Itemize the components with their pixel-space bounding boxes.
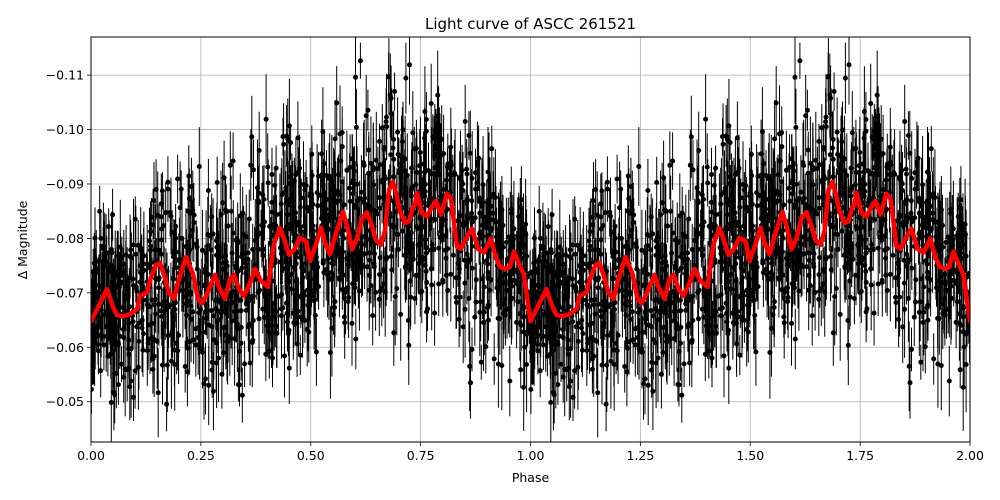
- y-axis-ticks: −0.11 −0.10 −0.09 −0.08 −0.07 −0.06 −0.05: [46, 68, 91, 409]
- x-axis-label: Phase: [512, 470, 550, 485]
- y-tick-label: −0.10: [46, 122, 84, 137]
- x-tick-label: 0.00: [77, 448, 105, 463]
- x-tick-label: 0.50: [297, 448, 325, 463]
- x-tick-label: 1.75: [846, 448, 874, 463]
- x-tick-label: 2.00: [956, 448, 984, 463]
- y-tick-label: −0.11: [46, 68, 84, 83]
- x-tick-label: 0.75: [407, 448, 435, 463]
- y-tick-label: −0.07: [46, 285, 84, 300]
- x-tick-label: 1.50: [736, 448, 764, 463]
- y-tick-label: −0.08: [46, 231, 84, 246]
- y-axis-label: Δ Magnitude: [15, 200, 30, 279]
- binned-mean-curve: [91, 179, 970, 324]
- x-tick-label: 1.00: [517, 448, 545, 463]
- x-tick-label: 0.25: [187, 448, 215, 463]
- y-tick-label: −0.05: [46, 394, 84, 409]
- y-tick-label: −0.09: [46, 176, 84, 191]
- x-axis-ticks: 0.00 0.25 0.50 0.75 1.00 1.25 1.50 1.75 2.00: [77, 442, 984, 463]
- y-tick-label: −0.06: [46, 340, 84, 355]
- chart-title: Light curve of ASCC 261521: [425, 15, 636, 33]
- plot-area: [90, 36, 971, 443]
- x-tick-label: 1.25: [626, 448, 654, 463]
